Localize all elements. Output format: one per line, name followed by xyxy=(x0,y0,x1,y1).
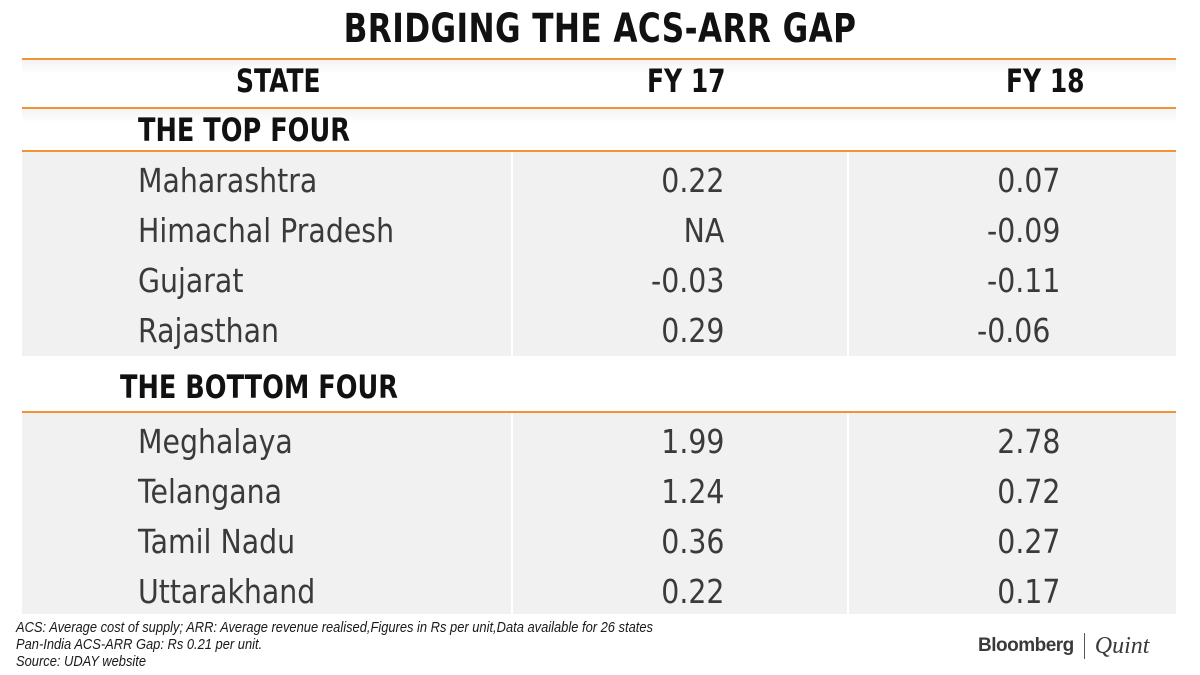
column-divider xyxy=(847,152,849,356)
table-row: Maharashtra 0.22 0.07 xyxy=(22,156,1176,206)
column-divider xyxy=(511,152,513,356)
fy17-cell: -0.03 xyxy=(650,261,724,300)
brand-separator xyxy=(1083,633,1085,659)
table-row: Himachal Pradesh NA -0.09 xyxy=(22,206,1176,256)
fy18-cell: 0.07 xyxy=(996,161,1060,200)
column-header-state: STATE xyxy=(236,62,321,100)
column-header-fy17: FY 17 xyxy=(647,62,726,100)
state-cell: Telangana xyxy=(138,472,283,511)
footnotes: ACS: Average cost of supply; ARR: Averag… xyxy=(16,619,653,670)
footnote-pan-india-gap: Pan-India ACS-ARR Gap: Rs 0.21 per unit. xyxy=(16,636,263,653)
footnote-definitions: ACS: Average cost of supply; ARR: Averag… xyxy=(16,619,653,636)
fy18-cell: 2.78 xyxy=(996,422,1060,461)
fy17-cell: 1.24 xyxy=(660,472,724,511)
fy17-cell: NA xyxy=(683,211,724,250)
brand-quint: Quint xyxy=(1094,632,1150,659)
fy18-cell: -0.11 xyxy=(986,261,1060,300)
table-row: Rajasthan 0.29 -0.06 xyxy=(22,306,1176,356)
fy18-cell: 0.27 xyxy=(996,522,1060,561)
fy17-cell: 0.36 xyxy=(660,522,724,561)
fy17-cell: 1.99 xyxy=(660,422,724,461)
table-row: Meghalaya 1.99 2.78 xyxy=(22,417,1176,467)
column-divider xyxy=(847,413,849,614)
state-cell: Himachal Pradesh xyxy=(138,211,395,250)
header-top-rule xyxy=(22,58,1176,74)
brand-bloomberg: Bloomberg xyxy=(978,635,1074,656)
state-cell: Tamil Nadu xyxy=(138,522,296,561)
column-header-fy18: FY 18 xyxy=(1006,62,1085,100)
state-cell: Gujarat xyxy=(138,261,244,300)
table-row: Telangana 1.24 0.72 xyxy=(22,467,1176,517)
header-bottom-rule xyxy=(22,107,1176,123)
fy18-cell: 0.72 xyxy=(996,472,1060,511)
state-cell: Meghalaya xyxy=(138,422,293,461)
fy17-cell: 0.22 xyxy=(660,161,724,200)
state-cell: Uttarakhand xyxy=(138,572,316,611)
fy17-cell: 0.22 xyxy=(660,572,724,611)
section-label-bottom-four: THE BOTTOM FOUR xyxy=(120,368,398,406)
chart-title: BRIDGING THE ACS-ARR GAP xyxy=(343,6,857,52)
state-cell: Maharashtra xyxy=(138,161,318,200)
fy18-cell: -0.09 xyxy=(986,211,1060,250)
table-row: Gujarat -0.03 -0.11 xyxy=(22,256,1176,306)
section-label-top-four: THE TOP FOUR xyxy=(138,111,350,149)
brand-logo: Bloomberg Quint xyxy=(978,631,1149,661)
fy17-cell: 0.29 xyxy=(660,311,724,350)
top-four-table: Maharashtra 0.22 0.07 Himachal Pradesh N… xyxy=(22,152,1176,356)
footnote-source: Source: UDAY website xyxy=(16,653,147,670)
state-cell: Rajasthan xyxy=(138,311,280,350)
fy18-cell: -0.06 xyxy=(976,311,1050,350)
table-row: Uttarakhand 0.22 0.17 xyxy=(22,567,1176,617)
column-divider xyxy=(511,413,513,614)
table-row: Tamil Nadu 0.36 0.27 xyxy=(22,517,1176,567)
bottom-four-table: Meghalaya 1.99 2.78 Telangana 1.24 0.72 … xyxy=(22,413,1176,614)
fy18-cell: 0.17 xyxy=(996,572,1060,611)
